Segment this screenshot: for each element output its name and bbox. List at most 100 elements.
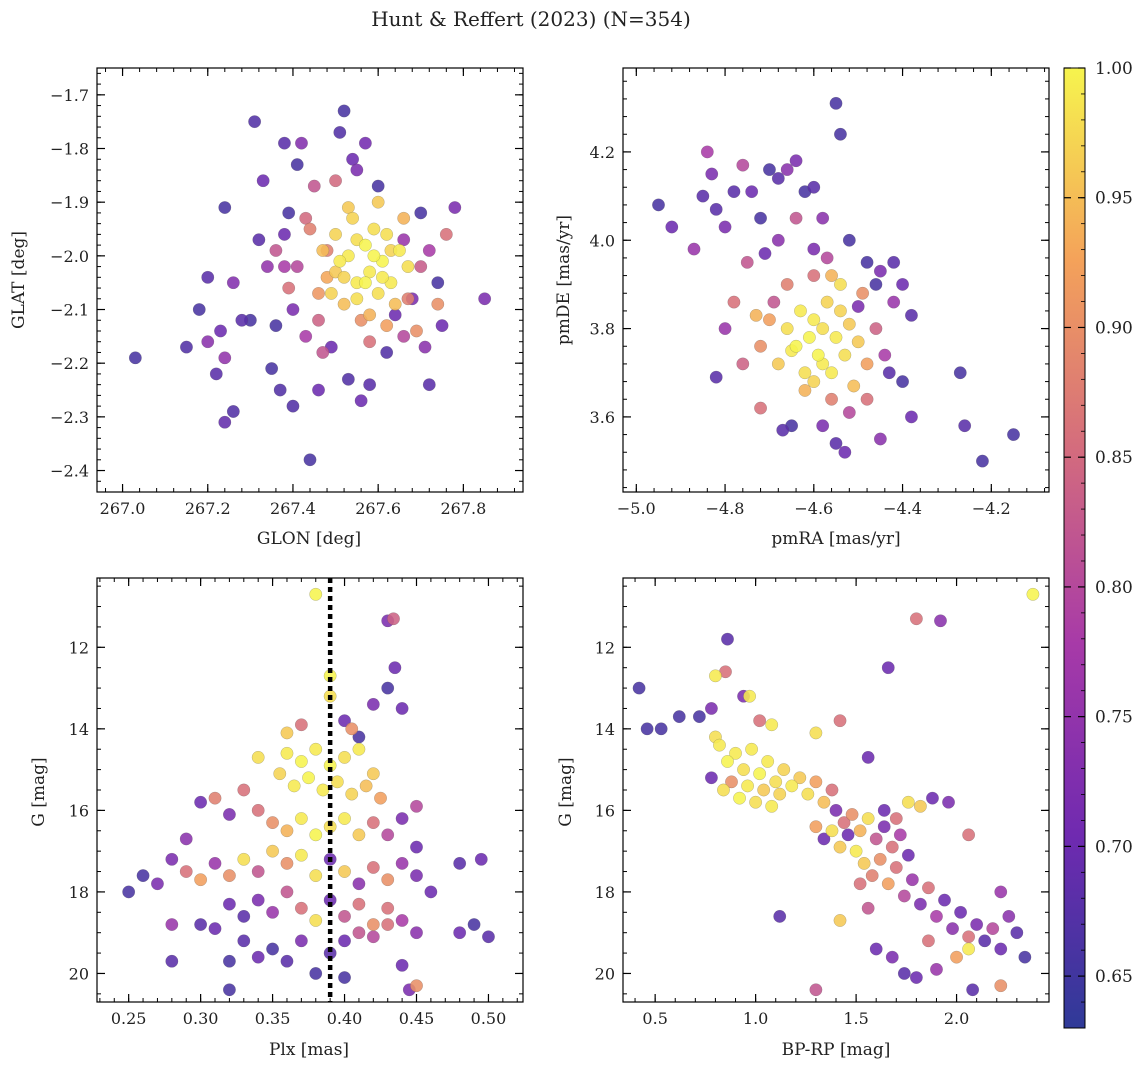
x-tick-label: 267.4 [270, 499, 316, 518]
data-point [294, 934, 308, 948]
y-tick-label: −2.1 [50, 301, 89, 320]
data-point [978, 934, 992, 948]
x-tick-label: 0.35 [255, 1009, 291, 1028]
data-point [223, 983, 236, 997]
x-tick-label: 0.40 [327, 1009, 363, 1028]
data-point [632, 681, 646, 695]
data-point [218, 415, 232, 429]
data-point [909, 971, 923, 984]
y-tick-label: 16 [69, 801, 89, 820]
data-point [286, 303, 300, 316]
data-point [893, 828, 907, 842]
data-point [366, 697, 380, 711]
data-point [324, 287, 338, 300]
data-point [122, 885, 136, 899]
data-point [329, 227, 342, 241]
data-point [860, 392, 874, 406]
x-tick-label: 267.6 [355, 499, 401, 518]
data-point [860, 357, 874, 371]
data-point [825, 392, 838, 406]
data-point [741, 779, 754, 793]
data-point [251, 750, 265, 764]
data-point [316, 346, 330, 359]
data-point [845, 808, 859, 821]
data-point [179, 865, 193, 878]
data-point [248, 115, 262, 129]
data-point [820, 251, 834, 265]
x-tick-label: 267.0 [100, 499, 146, 518]
data-point [777, 763, 791, 777]
data-point [889, 812, 903, 825]
data-point [337, 270, 351, 284]
data-point [922, 881, 935, 895]
data-point [294, 848, 308, 862]
scatter-points [652, 96, 1020, 468]
data-point [273, 383, 287, 397]
data-point [811, 348, 825, 362]
data-point [897, 967, 911, 980]
data-point [749, 308, 763, 322]
data-point [776, 423, 790, 437]
data-point [709, 669, 722, 683]
data-point [223, 808, 236, 821]
data-point [467, 918, 481, 931]
data-point [809, 775, 823, 789]
data-point [278, 227, 291, 241]
data-point [395, 856, 409, 870]
data-point [358, 136, 372, 150]
data-point [865, 869, 879, 883]
data-point [192, 303, 206, 316]
data-point [371, 195, 385, 209]
data-point [743, 689, 756, 703]
panel-parallax-magnitude: Plx [mas] G [mag] 0.25 0.30 0.35 0.40 0.45 0.… [29, 577, 524, 1060]
data-point [422, 244, 436, 257]
data-point [725, 775, 738, 789]
data-point [363, 308, 377, 322]
data-point [773, 909, 787, 923]
data-point [330, 775, 344, 789]
y-tick-label: −1.8 [50, 140, 89, 159]
data-point [410, 926, 423, 940]
data-point [905, 410, 918, 424]
x-tick-label: −4.4 [883, 499, 922, 518]
data-point [1018, 950, 1032, 964]
data-point [882, 366, 896, 380]
data-point [817, 832, 831, 846]
data-point [953, 366, 967, 380]
y-axis-label: G [mag] [556, 757, 576, 826]
data-point [856, 286, 870, 300]
data-point [422, 378, 436, 392]
data-point [218, 351, 232, 365]
colorbar: 0.65 0.70 0.75 0.80 0.85 0.90 0.95 1.00 [1063, 59, 1133, 1029]
data-point [986, 922, 1000, 936]
y-tick-label: 3.6 [590, 408, 615, 427]
data-point [905, 308, 918, 322]
x-tick-label: 0.5 [642, 1009, 667, 1028]
data-point [278, 136, 291, 150]
data-point [226, 405, 240, 418]
data-point [295, 136, 308, 150]
data-point [816, 419, 830, 433]
data-point [165, 954, 179, 968]
data-point [333, 126, 347, 139]
data-point [401, 260, 415, 273]
data-point [397, 329, 411, 343]
data-point [737, 763, 750, 777]
panel-color-magnitude: BP-RP [mag] G [mag] 0.5 1.0 1.5 2.0 12 14 16 18… [556, 577, 1050, 1060]
data-point [807, 313, 821, 327]
data-point [838, 348, 852, 362]
data-point [885, 840, 899, 854]
data-point [366, 918, 380, 931]
data-point [705, 167, 719, 181]
data-point [410, 799, 423, 813]
data-point [367, 249, 381, 263]
data-point [780, 322, 794, 335]
data-point [709, 370, 723, 384]
data-point [833, 840, 847, 854]
data-point [294, 755, 308, 768]
data-point [721, 755, 734, 768]
data-point [765, 718, 779, 732]
data-point [194, 795, 208, 809]
x-tick-label: −4.6 [794, 499, 833, 518]
data-point [448, 201, 462, 214]
